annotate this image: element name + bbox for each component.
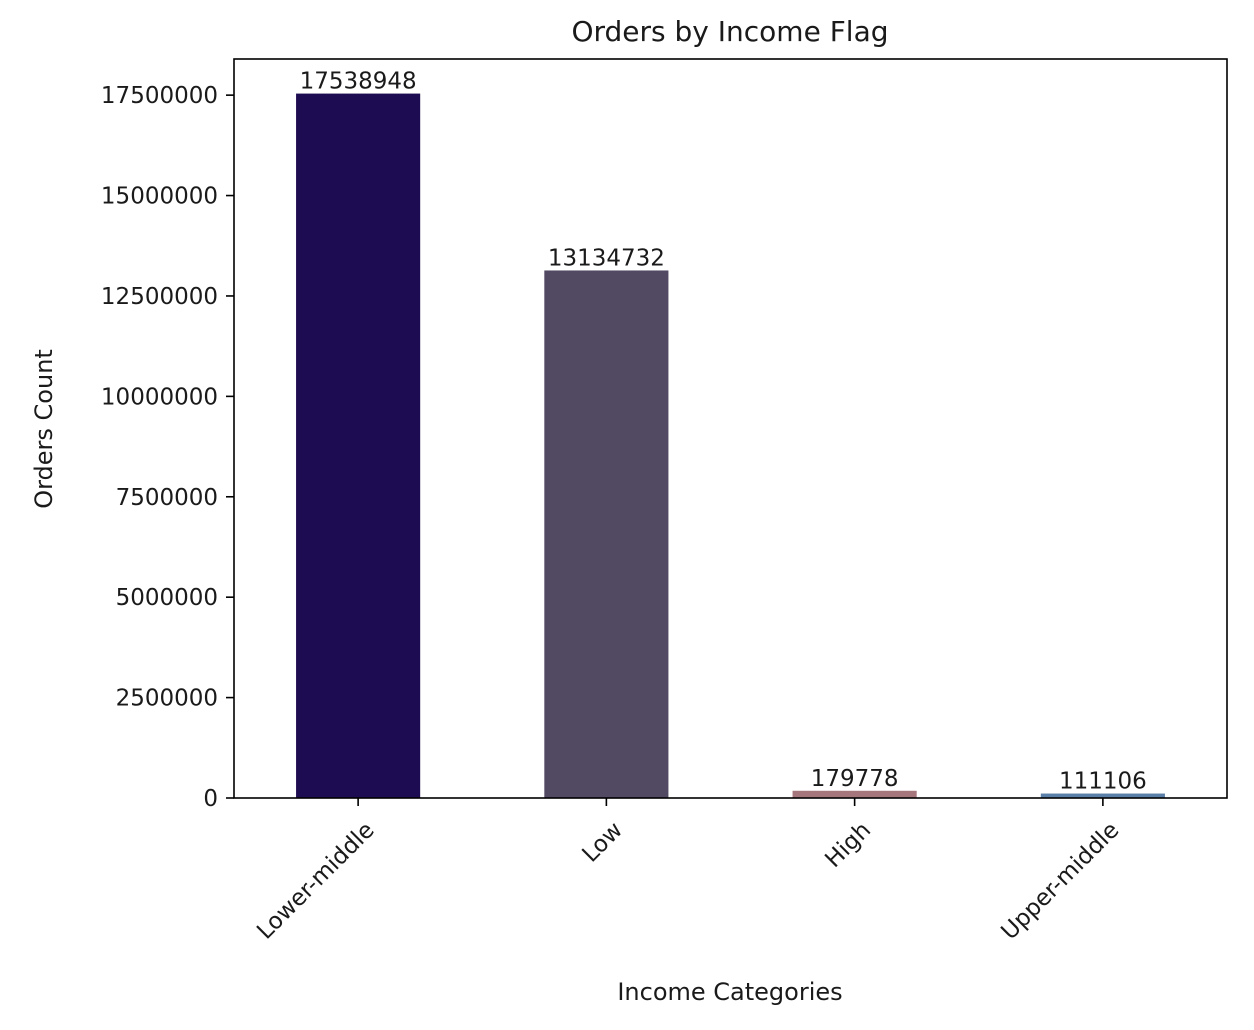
bar-low xyxy=(544,270,669,798)
plot-area: 17538948 13134732 179778 111106 0 2500000 500… xyxy=(101,58,1228,945)
x-tick-label: Upper-middle xyxy=(996,817,1124,945)
plot-frame xyxy=(233,58,1228,799)
x-tick-label: Lower-middle xyxy=(252,817,379,944)
y-tick-label: 0 xyxy=(203,786,218,812)
bar-high xyxy=(792,790,917,798)
x-tick-label: High xyxy=(820,817,876,873)
bar-upper-middle xyxy=(1040,793,1165,798)
bar-lower-middle xyxy=(296,93,421,799)
y-tick-label: 15000000 xyxy=(101,184,218,210)
y-tick-label: 7500000 xyxy=(116,485,218,511)
y-tick-label: 10000000 xyxy=(101,384,218,410)
data-label: 17538948 xyxy=(300,69,417,95)
y-tick-label: 2500000 xyxy=(116,686,218,712)
y-tick-label: 12500000 xyxy=(101,284,218,310)
data-labels: 17538948 13134732 179778 111106 xyxy=(300,69,1147,795)
data-label: 13134732 xyxy=(548,245,665,271)
x-axis-label: Income Categories xyxy=(617,978,842,1006)
y-axis-label: Orders Count xyxy=(30,349,58,509)
data-label: 179778 xyxy=(811,766,899,792)
bars xyxy=(296,93,1165,799)
y-tick-label: 5000000 xyxy=(116,585,218,611)
y-tick-label: 17500000 xyxy=(101,83,218,109)
x-axis-ticks: Lower-middle Low High Upper-middle xyxy=(252,798,1124,945)
x-tick-label: Low xyxy=(578,817,628,867)
data-label: 111106 xyxy=(1059,769,1147,795)
chart-title: Orders by Income Flag xyxy=(571,15,888,48)
y-axis-ticks: 0 2500000 5000000 7500000 10000000 12500000 15… xyxy=(101,83,234,812)
